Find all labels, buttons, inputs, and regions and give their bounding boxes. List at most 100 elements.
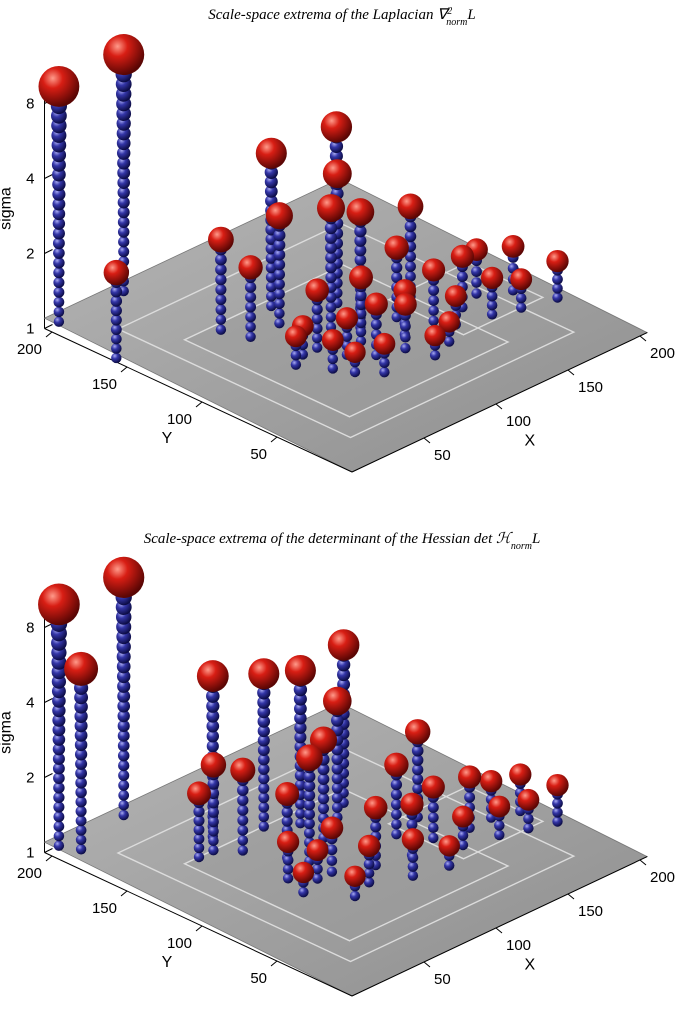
extremum-sphere	[238, 255, 263, 280]
trail-sphere	[53, 782, 65, 794]
extremum-sphere	[265, 202, 293, 230]
trail-sphere	[75, 796, 87, 808]
extremum-column	[373, 332, 396, 378]
trail-sphere	[326, 855, 338, 867]
trail-sphere	[207, 797, 220, 809]
trail-sphere	[257, 724, 270, 738]
trail-sphere	[324, 231, 338, 244]
trail-sphere	[207, 778, 220, 790]
trail-sphere	[471, 266, 482, 277]
z-tick-label: 8	[26, 96, 34, 113]
extremum-sphere	[450, 244, 474, 268]
trail-sphere	[257, 715, 271, 728]
extremum-sphere	[196, 660, 229, 692]
trail-sphere	[258, 773, 270, 785]
trail-sphere	[294, 721, 307, 734]
extremum-column	[438, 311, 460, 347]
trail-sphere	[444, 336, 455, 347]
trail-sphere	[311, 323, 323, 334]
trail-sphere	[193, 815, 205, 827]
chart-title: Scale-space extrema of the determinant o…	[144, 531, 541, 552]
trail-sphere	[294, 711, 307, 725]
trail-sphere	[412, 773, 424, 785]
extremum-column	[38, 583, 80, 851]
trail-sphere	[349, 890, 361, 902]
trail-sphere	[215, 324, 227, 335]
trail-sphere	[75, 767, 88, 780]
trail-sphere	[331, 763, 344, 775]
extremum-column	[316, 194, 346, 333]
extremum-sphere	[292, 861, 315, 884]
trail-sphere	[215, 314, 227, 325]
trail-sphere	[53, 306, 65, 318]
extremum-sphere	[103, 259, 130, 286]
trail-sphere	[111, 343, 122, 354]
y-tick-label: 200	[17, 341, 42, 358]
trail-sphere	[405, 271, 416, 282]
x-tick-mark	[495, 927, 503, 934]
trail-sphere	[363, 877, 375, 888]
trail-sphere	[325, 271, 337, 284]
y-axis-label: Y	[162, 430, 173, 447]
y-tick-mark	[195, 401, 203, 408]
extremum-column	[480, 266, 504, 320]
extremum-column	[200, 752, 227, 856]
y-tick-mark	[120, 890, 128, 897]
extremum-sphere	[327, 629, 360, 661]
trail-sphere	[266, 300, 277, 312]
extremum-column	[546, 773, 569, 827]
extremum-sphere	[230, 757, 256, 783]
trail-sphere	[312, 873, 323, 884]
trail-sphere	[329, 139, 344, 154]
trail-sphere	[208, 845, 219, 856]
trail-sphere	[311, 313, 323, 325]
trail-sphere	[312, 342, 323, 353]
trail-sphere	[74, 748, 88, 761]
extremum-column	[546, 249, 569, 303]
trail-sphere	[298, 887, 309, 898]
y-tick-label: 50	[250, 446, 267, 463]
trail-sphere	[264, 185, 278, 198]
trail-sphere	[391, 261, 403, 274]
trail-sphere	[391, 808, 402, 820]
trail-sphere	[215, 273, 227, 286]
trail-sphere	[118, 779, 130, 791]
trail-sphere	[295, 798, 306, 810]
extremum-sphere	[444, 285, 467, 307]
trail-sphere	[552, 816, 563, 827]
trail-sphere	[53, 830, 65, 842]
trail-sphere	[53, 267, 65, 279]
trail-sphere	[52, 187, 66, 201]
trail-sphere	[390, 798, 402, 810]
trail-sphere	[294, 731, 307, 744]
extremum-sphere	[364, 292, 388, 316]
extremum-sphere	[103, 34, 145, 76]
trail-sphere	[258, 763, 270, 775]
trail-sphere	[215, 294, 227, 306]
extremum-sphere	[384, 752, 409, 777]
y-tick-label: 100	[167, 935, 192, 952]
trail-sphere	[53, 791, 65, 804]
trail-sphere	[52, 694, 66, 708]
trail-sphere	[257, 734, 270, 747]
extremum-column	[265, 202, 293, 329]
trail-sphere	[206, 730, 220, 743]
z-tick-label: 2	[26, 770, 34, 787]
trail-sphere	[294, 779, 306, 791]
extremum-column	[488, 795, 511, 841]
trail-sphere	[325, 261, 337, 274]
trail-sphere	[52, 752, 65, 765]
y-axis-label: Y	[162, 954, 173, 971]
extremum-column	[284, 325, 307, 370]
y-axis-line	[44, 852, 353, 997]
title-superscript: 2	[447, 6, 452, 17]
trail-sphere	[354, 254, 367, 266]
trail-sphere	[117, 196, 130, 209]
trail-sphere	[237, 784, 249, 796]
trail-sphere	[110, 314, 122, 326]
title-suffix: L	[531, 531, 540, 547]
extremum-sphere	[394, 292, 417, 316]
trail-sphere	[355, 326, 367, 338]
trail-sphere	[117, 749, 130, 762]
trail-sphere	[111, 352, 122, 364]
